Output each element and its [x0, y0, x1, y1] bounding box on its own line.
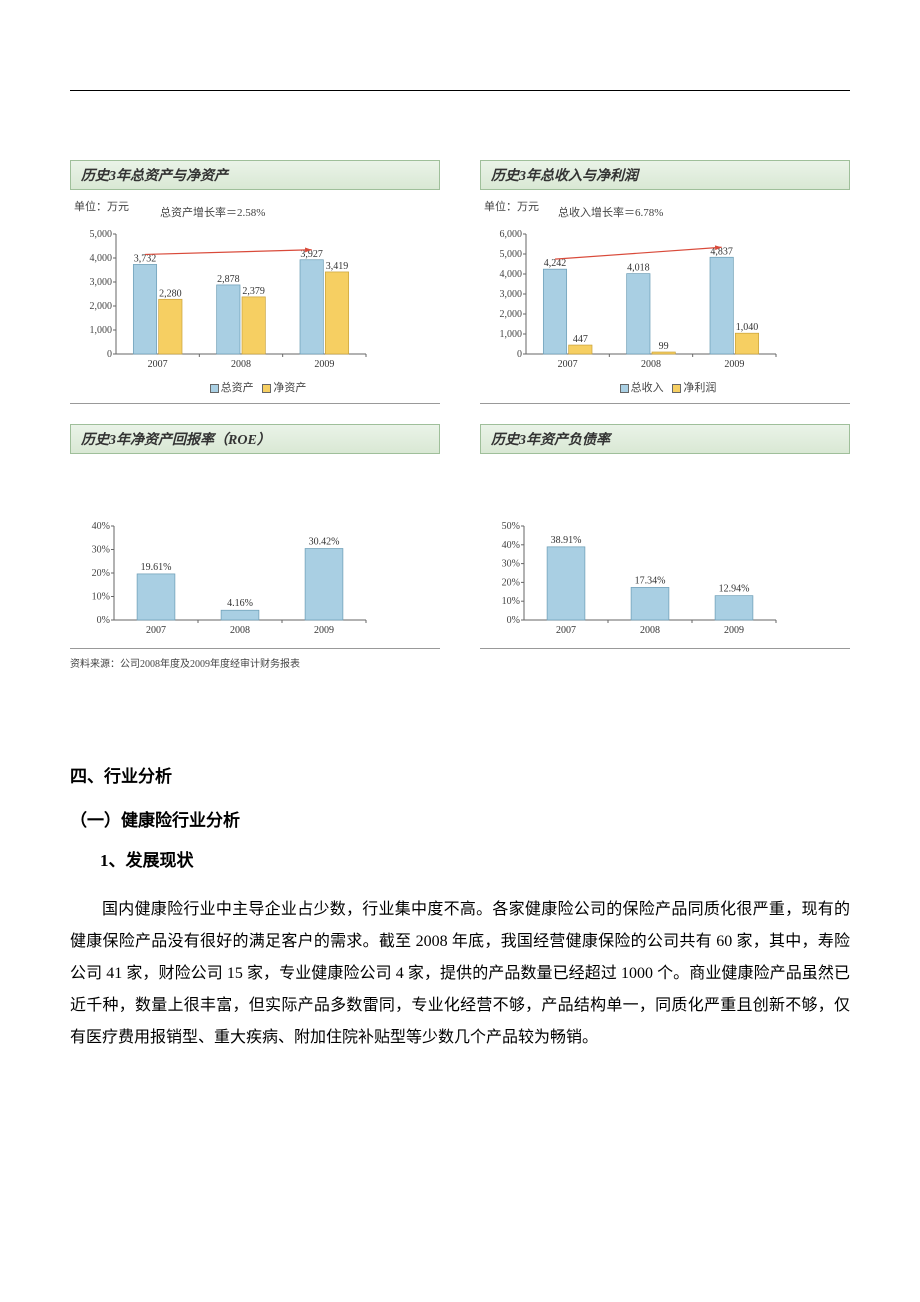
- svg-text:40%: 40%: [92, 521, 110, 532]
- bar-chart-svg: 0% 10% 20% 30% 40% 19.61% 2007 4.16% 2008 30.42% 2…: [74, 512, 374, 642]
- growth-label: 总收入增长率＝6.78%: [558, 204, 663, 220]
- svg-text:19.61%: 19.61%: [141, 562, 172, 573]
- svg-text:10%: 10%: [92, 592, 110, 603]
- svg-text:20%: 20%: [92, 568, 110, 579]
- document-page: 历史3年总资产与净资产 单位：万元 总资产增长率＝2.58% 0 1,000 2,0…: [0, 0, 920, 1130]
- growth-label: 总资产增长率＝2.58%: [160, 204, 265, 220]
- svg-text:30.42%: 30.42%: [309, 537, 340, 548]
- spacer: [70, 454, 440, 504]
- svg-text:5,000: 5,000: [500, 249, 523, 260]
- svg-text:2,379: 2,379: [242, 286, 265, 297]
- paragraph: 国内健康险行业中主导企业占少数，行业集中度不高。各家健康险公司的保险产品同质化很…: [70, 894, 850, 1054]
- chart-title: 历史3年总收入与净利润: [480, 160, 850, 190]
- page-rule: [70, 90, 850, 91]
- body-text: 四、行业分析 （一）健康险行业分析 1、发展现状 国内健康险行业中主导企业占少数…: [70, 760, 850, 1054]
- svg-text:4,242: 4,242: [544, 258, 567, 269]
- svg-text:1,000: 1,000: [90, 325, 113, 336]
- svg-text:40%: 40%: [502, 540, 520, 551]
- legend-label: 总资产: [221, 382, 254, 394]
- heading-level-3: 1、发展现状: [100, 844, 850, 878]
- svg-text:0%: 0%: [507, 615, 520, 626]
- svg-text:10%: 10%: [502, 596, 520, 607]
- svg-text:6,000: 6,000: [500, 229, 523, 240]
- svg-text:5,000: 5,000: [90, 229, 113, 240]
- svg-text:38.91%: 38.91%: [551, 535, 582, 546]
- chart-body: 0% 10% 20% 30% 40% 50% 38.91% 2007 17.34% 2008 12.…: [480, 504, 850, 649]
- bar-chart-svg: 0 1,000 2,000 3,000 4,000 5,000 3,732 2,280 2007…: [74, 216, 374, 376]
- svg-text:12.94%: 12.94%: [719, 584, 750, 595]
- svg-text:50%: 50%: [502, 521, 520, 532]
- svg-text:2008: 2008: [230, 625, 250, 636]
- bar-chart-svg: 0 1,000 2,000 3,000 4,000 5,000 6,000 4,242 447 2…: [484, 216, 784, 376]
- svg-text:3,000: 3,000: [90, 277, 113, 288]
- chart-title: 历史3年净资产回报率（ROE）: [70, 424, 440, 454]
- svg-text:2008: 2008: [640, 625, 660, 636]
- svg-text:4,000: 4,000: [90, 253, 113, 264]
- legend-label: 净资产: [273, 382, 306, 394]
- svg-text:4,000: 4,000: [500, 269, 523, 280]
- svg-text:2009: 2009: [724, 359, 744, 370]
- svg-text:2,000: 2,000: [500, 309, 523, 320]
- chart-body: 单位：万元 总资产增长率＝2.58% 01,0002,0003,0004,000…: [70, 190, 440, 404]
- svg-text:2007: 2007: [148, 359, 168, 370]
- svg-text:2007: 2007: [558, 359, 578, 370]
- chart-unit: 单位：万元: [484, 198, 846, 214]
- svg-text:2008: 2008: [231, 359, 251, 370]
- legend-swatch: [262, 384, 271, 393]
- svg-text:3,419: 3,419: [326, 261, 349, 272]
- legend-swatch: [672, 384, 681, 393]
- chart-title: 历史3年资产负债率: [480, 424, 850, 454]
- heading-level-1: 四、行业分析: [70, 760, 850, 794]
- chart-title: 历史3年总资产与净资产: [70, 160, 440, 190]
- legend-label: 净利润: [683, 382, 716, 394]
- svg-text:99: 99: [659, 341, 669, 352]
- chart-debt-ratio: 历史3年资产负债率 0% 10% 20% 30% 40% 50% 38.91% 2007 17.…: [480, 424, 850, 670]
- svg-text:4,018: 4,018: [627, 263, 650, 274]
- charts-grid: 历史3年总资产与净资产 单位：万元 总资产增长率＝2.58% 0 1,000 2,0…: [70, 160, 850, 670]
- svg-text:2008: 2008: [641, 359, 661, 370]
- svg-text:2,878: 2,878: [217, 274, 240, 285]
- svg-text:2009: 2009: [724, 625, 744, 636]
- svg-text:0%: 0%: [97, 615, 110, 626]
- svg-text:0: 0: [107, 349, 112, 360]
- svg-text:2,280: 2,280: [159, 288, 182, 299]
- svg-text:3,000: 3,000: [500, 289, 523, 300]
- chart-revenue: 历史3年总收入与净利润 单位：万元 总收入增长率＝6.78% 0 1,000 2,0…: [480, 160, 850, 404]
- svg-text:447: 447: [573, 334, 588, 345]
- chart-assets: 历史3年总资产与净资产 单位：万元 总资产增长率＝2.58% 01,0002,0…: [70, 160, 440, 404]
- spacer: [480, 454, 850, 504]
- svg-text:2007: 2007: [146, 625, 166, 636]
- legend-swatch: [620, 384, 629, 393]
- chart-legend: 总资产 净资产: [74, 376, 436, 397]
- chart-body: 0% 10% 20% 30% 40% 19.61% 2007 4.16% 2008 30.42% 2…: [70, 504, 440, 649]
- svg-text:1,040: 1,040: [736, 322, 759, 333]
- chart-body: 单位：万元 总收入增长率＝6.78% 0 1,000 2,000 3,000 4,000…: [480, 190, 850, 404]
- svg-text:2,000: 2,000: [90, 301, 113, 312]
- svg-text:2009: 2009: [314, 625, 334, 636]
- heading-level-2: （一）健康险行业分析: [70, 804, 850, 838]
- chart-roe: 历史3年净资产回报率（ROE） 0% 10% 20% 30% 40% 19.61% 2007…: [70, 424, 440, 670]
- svg-text:30%: 30%: [92, 545, 110, 556]
- svg-text:1,000: 1,000: [500, 329, 523, 340]
- chart-legend: 总收入 净利润: [484, 376, 846, 397]
- svg-text:2009: 2009: [314, 359, 334, 370]
- legend-swatch: [210, 384, 219, 393]
- bar-chart-svg: 0% 10% 20% 30% 40% 50% 38.91% 2007 17.34% 2008 12.…: [484, 512, 784, 642]
- svg-text:0: 0: [517, 349, 522, 360]
- source-note: 资料来源：公司2008年度及2009年度经审计财务报表: [70, 655, 440, 670]
- legend-label: 总收入: [631, 382, 664, 394]
- svg-text:30%: 30%: [502, 559, 520, 570]
- svg-text:4.16%: 4.16%: [227, 598, 253, 609]
- svg-text:2007: 2007: [556, 625, 576, 636]
- svg-text:20%: 20%: [502, 577, 520, 588]
- svg-text:3,732: 3,732: [134, 253, 157, 264]
- svg-text:17.34%: 17.34%: [635, 575, 666, 586]
